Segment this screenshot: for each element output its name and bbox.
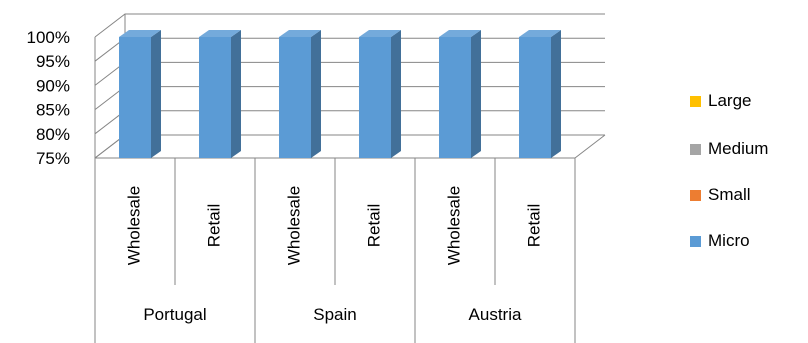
legend-swatch — [690, 189, 701, 201]
category-label: Retail — [524, 204, 543, 247]
legend-swatch — [690, 235, 701, 247]
legend-label: Large — [708, 91, 752, 110]
bar-top-micro — [119, 30, 161, 37]
legend-item-medium: Medium — [690, 138, 768, 160]
y-tick-label: 85% — [36, 101, 70, 120]
group-label: Spain — [313, 305, 356, 324]
bar-segment-micro — [199, 37, 231, 158]
gridline — [94, 13, 605, 38]
legend-item-small: Small — [690, 184, 751, 206]
y-tick-label: 80% — [36, 125, 70, 144]
bar-segment-micro — [439, 37, 471, 158]
legend-label: Medium — [708, 139, 769, 158]
legend-swatch — [690, 143, 701, 155]
bar-side-micro — [391, 30, 401, 158]
y-tick-label: 100% — [27, 28, 70, 47]
category-label: Wholesale — [444, 186, 463, 265]
group-label: Austria — [469, 305, 522, 324]
category-label: Wholesale — [284, 186, 303, 265]
bar-top-micro — [439, 30, 481, 37]
y-tick-label: 90% — [36, 76, 70, 95]
bar-side-micro — [231, 30, 241, 158]
bar-top-micro — [519, 30, 561, 37]
y-tick-label: 95% — [36, 52, 70, 71]
legend-label: Small — [708, 185, 751, 204]
floor-right-edge — [574, 134, 606, 159]
bar-top-micro — [199, 30, 241, 37]
legend-item-micro: Micro — [690, 230, 750, 252]
bar-side-micro — [311, 30, 321, 158]
y-tick-label: 75% — [36, 149, 70, 168]
bar-segment-micro — [279, 37, 311, 158]
bar-segment-micro — [119, 37, 151, 158]
bar-top-micro — [359, 30, 401, 37]
category-label: Retail — [204, 204, 223, 247]
bar-side-micro — [151, 30, 161, 158]
bar-segment-micro — [519, 37, 551, 158]
bar-side-micro — [551, 30, 561, 158]
category-label: Retail — [364, 204, 383, 247]
bar-top-micro — [279, 30, 321, 37]
group-label: Portugal — [143, 305, 206, 324]
bar-segment-micro — [359, 37, 391, 158]
bar-side-micro — [471, 30, 481, 158]
legend-swatch — [690, 95, 701, 107]
legend-label: Micro — [708, 231, 750, 250]
legend-item-large: Large — [690, 90, 751, 112]
category-label: Wholesale — [124, 186, 143, 265]
